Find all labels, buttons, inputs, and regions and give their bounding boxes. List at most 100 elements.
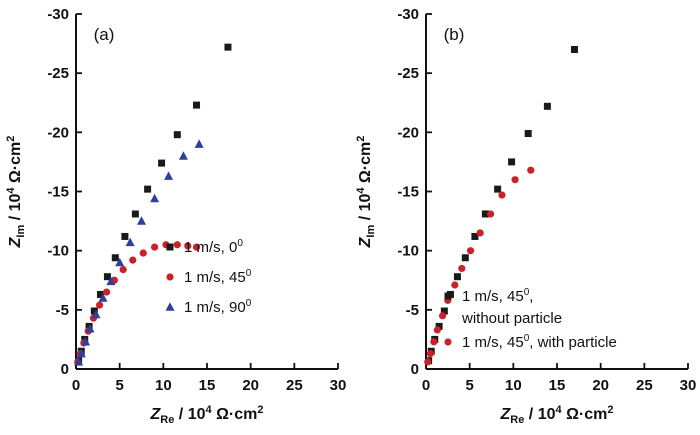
rich-text-span: 1 m/s, 90 [184, 299, 246, 316]
data-point-circle [129, 256, 137, 264]
rich-text-span: Im [15, 225, 27, 238]
data-point-square [111, 254, 119, 262]
data-point-circle [102, 288, 111, 296]
data-point-square [158, 159, 166, 167]
x-tick-label: 5 [465, 377, 473, 394]
legend-marker-circle [444, 338, 452, 346]
legend-marker-square [444, 292, 452, 300]
rich-text-span: 1 m/s, 45 [462, 334, 524, 351]
legend-label: 1 m/s, 450, [462, 287, 533, 305]
data-point-circle [95, 301, 104, 309]
data-point-triangle [85, 323, 95, 333]
rich-text-span: 4 [556, 404, 563, 416]
rich-text-span: 0 [237, 238, 243, 249]
data-point-circle [426, 350, 434, 358]
data-point-circle [458, 264, 466, 273]
data-point-triangle [164, 171, 174, 180]
y-axis-title: ZIm / 104 Ω·cm2 [5, 136, 27, 249]
x-tick-label: 0 [422, 377, 430, 394]
data-point-square [96, 290, 104, 298]
data-point-triangle [150, 193, 160, 203]
x-tick-label: 25 [636, 377, 653, 394]
x-tick-label: 30 [330, 377, 347, 394]
rich-text-span: Z [7, 236, 24, 248]
data-point-circle [151, 243, 159, 251]
rich-text-span: Z [500, 406, 512, 423]
rich-text-span: 4 [5, 187, 17, 194]
y-tick-label: -15 [397, 184, 419, 201]
rich-text-span: Re [160, 414, 174, 426]
rich-text-span: 1 m/s, 45 [462, 288, 524, 305]
data-point-square [173, 131, 181, 139]
x-tick-label: 5 [115, 377, 123, 394]
rich-text-span: 1 m/s, 0 [184, 239, 237, 256]
data-point-triangle [81, 336, 91, 346]
y-tick-label: -5 [56, 302, 69, 319]
x-axis-title: ZRe / 104 Ω·cm2 [150, 404, 264, 426]
data-point-triangle [115, 257, 125, 267]
y-tick-label: -25 [47, 65, 69, 82]
rich-text-span: / 10 [7, 194, 24, 225]
legend-marker-triangle [165, 302, 175, 311]
y-axis-title: ZIm / 104 Ω·cm2 [355, 136, 377, 249]
data-point-square [543, 102, 551, 110]
data-point-triangle [178, 151, 188, 160]
data-point-circle [438, 312, 447, 320]
data-point-triangle [91, 309, 101, 319]
data-point-circle [498, 191, 506, 199]
data-point-square [524, 130, 532, 138]
rich-text-span: 0 [246, 298, 252, 309]
data-point-square [494, 185, 502, 193]
data-point-circle [487, 210, 495, 218]
legend-label: without particle [461, 310, 562, 327]
data-point-circle [511, 176, 519, 184]
data-point-circle [192, 243, 201, 251]
rich-text-span: Z [357, 236, 374, 248]
data-point-square [224, 43, 232, 51]
data-point-triangle [74, 357, 84, 366]
y-tick-label: 0 [61, 361, 69, 378]
data-point-circle [184, 242, 192, 250]
data-point-circle [424, 358, 432, 366]
panel-label: (a) [94, 25, 115, 44]
data-point-circle [173, 241, 181, 249]
rich-text-span: 4 [206, 404, 213, 416]
data-point-triangle [137, 216, 146, 225]
rich-text-span: 2 [607, 404, 613, 416]
rich-text-span: Z [150, 406, 162, 423]
rich-text-span: Re [510, 414, 524, 426]
y-tick-label: -5 [406, 302, 419, 319]
rich-text-span: without particle [461, 310, 562, 327]
x-tick-label: 25 [286, 377, 303, 394]
rich-text-span: Ω·cm [357, 142, 374, 188]
data-point-circle [433, 326, 441, 334]
x-tick-label: 10 [505, 377, 522, 394]
legend-label: 1 m/s, 900 [184, 298, 252, 316]
data-point-triangle [106, 276, 116, 286]
data-point-circle [476, 229, 484, 237]
x-tick-label: 30 [680, 377, 697, 394]
y-tick-label: -15 [47, 184, 69, 201]
rich-text-span: 0 [524, 333, 530, 344]
data-point-square [481, 210, 489, 218]
data-point-triangle [194, 139, 204, 148]
data-point-square [90, 307, 98, 315]
data-point-square [471, 232, 479, 240]
rich-text-span: / 10 [357, 194, 374, 225]
rich-text-span: 0 [246, 268, 252, 279]
x-tick-label: 15 [199, 377, 216, 394]
y-tick-label: -30 [397, 6, 419, 23]
rich-text-span: 2 [257, 404, 263, 416]
data-point-square [131, 210, 139, 218]
data-point-triangle [76, 348, 86, 358]
rich-text-span: , with particle [529, 334, 617, 351]
data-point-square [440, 307, 448, 315]
y-tick-label: -10 [47, 243, 69, 260]
y-tick-label: -20 [397, 124, 419, 141]
data-point-square [435, 322, 443, 330]
y-tick-label: -10 [397, 243, 419, 260]
legend-marker-circle [166, 273, 174, 281]
